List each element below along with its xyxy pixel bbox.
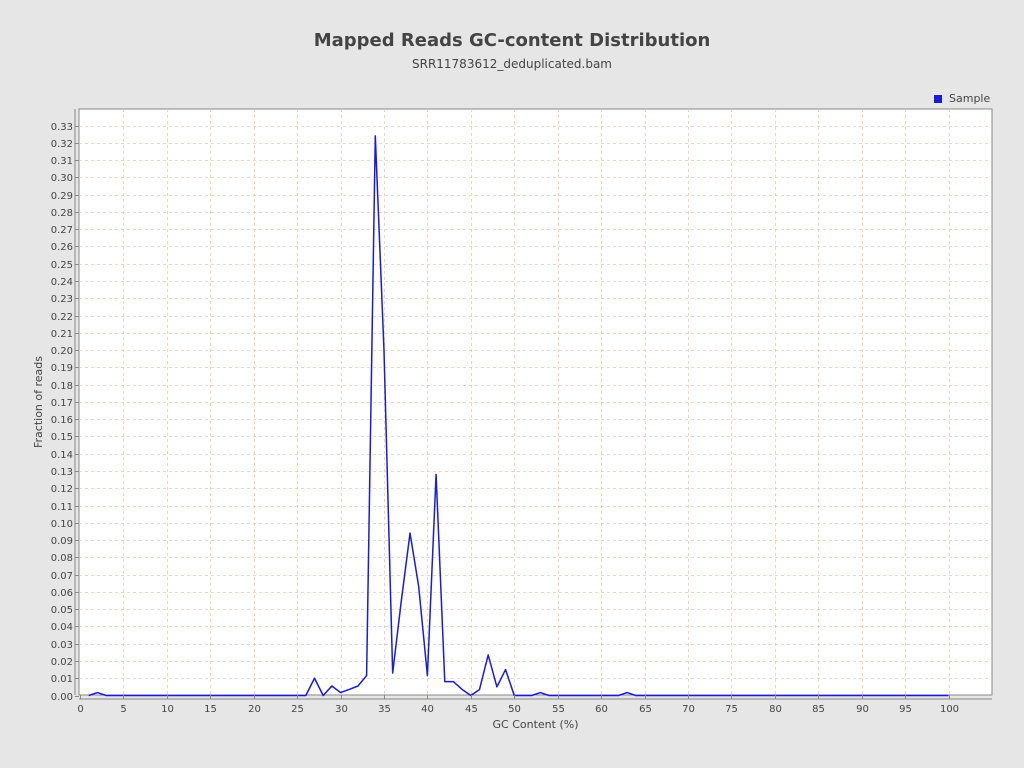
x-tick-label: 55 xyxy=(552,704,565,715)
x-tick-label: 25 xyxy=(291,704,304,715)
y-tick-label: 0.16 xyxy=(51,415,73,426)
x-tick-label: 60 xyxy=(595,704,608,715)
x-axis-label: GC Content (%) xyxy=(493,718,579,731)
y-tick-label: 0.32 xyxy=(51,139,73,150)
y-tick-label: 0.24 xyxy=(51,277,73,288)
x-tick-label: 35 xyxy=(378,704,391,715)
y-tick-label: 0.13 xyxy=(51,467,73,478)
x-tick-label: 75 xyxy=(725,704,738,715)
x-tick-label: 65 xyxy=(639,704,652,715)
y-tick-label: 0.07 xyxy=(51,571,73,582)
y-tick-label: 0.31 xyxy=(51,156,73,167)
series-layer xyxy=(88,135,949,697)
x-tick-label: 100 xyxy=(940,704,959,715)
legend: Sample xyxy=(934,92,990,105)
y-tick-label: 0.15 xyxy=(51,432,73,443)
y-tick-label: 0.23 xyxy=(51,294,73,305)
y-axis-label: Fraction of reads xyxy=(32,356,45,448)
y-tick-label: 0.05 xyxy=(51,605,73,616)
y-tick-label: 0.18 xyxy=(51,381,73,392)
chart-subtitle: SRR11783612_deduplicated.bam xyxy=(411,57,612,71)
x-tick-label: 10 xyxy=(161,704,174,715)
x-tick-label: 40 xyxy=(421,704,434,715)
x-tick-label: 90 xyxy=(856,704,869,715)
x-tick-label: 30 xyxy=(335,704,348,715)
y-tick-label: 0.06 xyxy=(51,588,73,599)
x-tick-label: 85 xyxy=(812,704,825,715)
y-tick-label: 0.21 xyxy=(51,329,73,340)
y-tick-label: 0.01 xyxy=(51,674,73,685)
y-tick-label: 0.30 xyxy=(51,173,73,184)
y-tick-label: 0.17 xyxy=(51,398,73,409)
x-tick-label: 5 xyxy=(120,704,126,715)
series-line-sample xyxy=(88,135,949,697)
x-tick-label: 80 xyxy=(769,704,782,715)
y-tick-label: 0.28 xyxy=(51,208,73,219)
y-tick-label: 0.22 xyxy=(51,312,73,323)
y-tick-label: 0.09 xyxy=(51,536,73,547)
x-tick-label: 45 xyxy=(465,704,478,715)
legend-label-sample: Sample xyxy=(949,92,991,105)
y-tick-label: 0.33 xyxy=(51,122,73,133)
plot-area xyxy=(78,108,993,696)
y-tick-label: 0.12 xyxy=(51,484,73,495)
y-tick-label: 0.02 xyxy=(51,657,73,668)
y-tick-label: 0.25 xyxy=(51,260,73,271)
y-tick-label: 0.14 xyxy=(51,450,73,461)
grid-lines xyxy=(79,109,992,695)
y-tick-label: 0.26 xyxy=(51,242,73,253)
y-tick-label: 0.10 xyxy=(51,519,73,530)
chart-title: Mapped Reads GC-content Distribution xyxy=(313,30,711,51)
legend-swatch-sample xyxy=(934,94,942,103)
y-tick-label: 0.20 xyxy=(51,346,73,357)
x-tick-label: 50 xyxy=(508,704,521,715)
x-tick-label: 20 xyxy=(248,704,261,715)
axes: 0 5 10 15 20 25 30 35 40 45 50 55 60 65 70 75 80 85 90 95 10… xyxy=(51,109,992,715)
y-tick-label: 0.04 xyxy=(51,622,73,633)
x-tick-label: 15 xyxy=(204,704,217,715)
x-tick-label: 95 xyxy=(899,704,912,715)
y-tick-label: 0.03 xyxy=(51,640,73,651)
y-tick-label: 0.19 xyxy=(51,363,73,374)
y-tick-label: 0.29 xyxy=(51,191,73,202)
x-tick-label: 70 xyxy=(682,704,695,715)
y-tick-label: 0.11 xyxy=(51,502,73,513)
y-tick-label: 0.27 xyxy=(51,225,73,236)
x-tick-label: 0 xyxy=(77,704,83,715)
y-tick-label: 0.00 xyxy=(51,692,73,703)
y-tick-label: 0.08 xyxy=(51,553,73,564)
